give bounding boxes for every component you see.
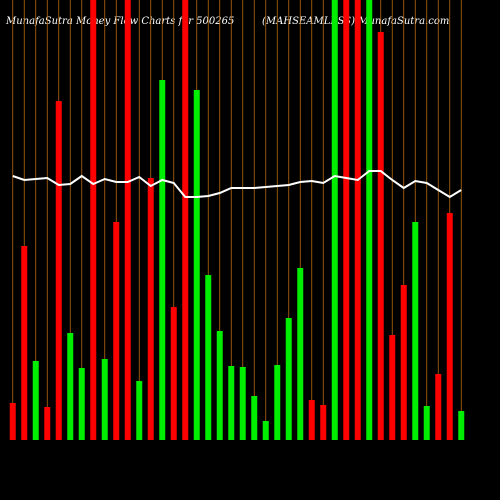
bar <box>435 374 442 440</box>
bar <box>412 222 419 440</box>
bar <box>101 359 108 440</box>
bar <box>320 405 327 440</box>
bar <box>458 411 465 440</box>
bar <box>21 246 28 440</box>
plot <box>9 0 465 440</box>
bar <box>159 80 166 440</box>
bar <box>124 0 131 440</box>
bar <box>262 421 269 440</box>
bar <box>113 222 120 440</box>
bar <box>297 268 304 440</box>
bar <box>228 366 235 440</box>
bar <box>78 368 85 440</box>
bar <box>182 0 189 440</box>
bar <box>147 178 154 440</box>
bar <box>389 335 396 440</box>
bar <box>343 0 350 440</box>
line-series <box>12 170 462 199</box>
bar <box>331 0 338 440</box>
bar <box>67 333 74 440</box>
bar <box>274 365 281 440</box>
bar <box>32 361 39 440</box>
bar <box>90 0 97 440</box>
bar <box>366 0 373 440</box>
chart-title: MunafaSutra Money Flow Charts for 500265 <box>5 16 234 27</box>
bar <box>308 400 315 440</box>
bar <box>377 32 384 440</box>
bar <box>136 381 143 440</box>
bar <box>193 90 200 440</box>
bar <box>251 396 258 440</box>
bar <box>446 213 453 440</box>
bar <box>216 331 223 440</box>
bar <box>205 275 212 440</box>
bar <box>354 0 361 440</box>
bar <box>423 406 430 440</box>
bar <box>285 318 292 440</box>
bar <box>55 101 62 440</box>
bar <box>239 367 246 440</box>
bar <box>170 307 177 440</box>
bar <box>400 285 407 440</box>
bar <box>44 407 51 440</box>
bar <box>9 403 16 440</box>
